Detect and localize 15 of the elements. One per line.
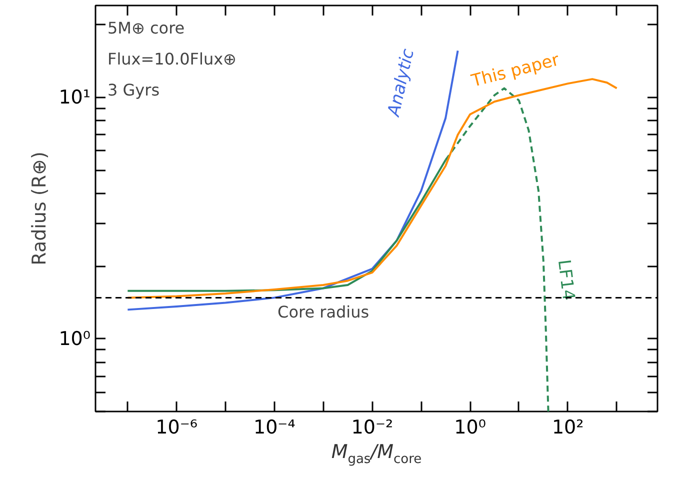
ref-line-label: Core radius bbox=[278, 302, 370, 322]
y-tick-label: 10¹ bbox=[58, 86, 91, 108]
x-tick-label: 10⁰ bbox=[454, 416, 486, 438]
text: LF14 bbox=[553, 258, 578, 302]
x-tick-label: 10⁻⁴ bbox=[253, 416, 296, 438]
x-tick-label: 10⁻⁶ bbox=[156, 416, 198, 438]
text: Analytic bbox=[384, 46, 419, 120]
y-axis-title: Radius (R⊕) bbox=[28, 152, 51, 266]
x-tick-label: 10⁻² bbox=[351, 416, 394, 438]
x-tick-label: 10² bbox=[552, 416, 584, 438]
annotation: 5M⊕ core bbox=[108, 18, 185, 38]
annotation: Flux=10.0Flux⊕ bbox=[108, 50, 236, 68]
text: This paper bbox=[468, 50, 562, 92]
x-axis-title: M$_{gas}$/M$_{core}$ bbox=[331, 441, 422, 467]
annotation: 3 Gyrs bbox=[108, 80, 160, 100]
